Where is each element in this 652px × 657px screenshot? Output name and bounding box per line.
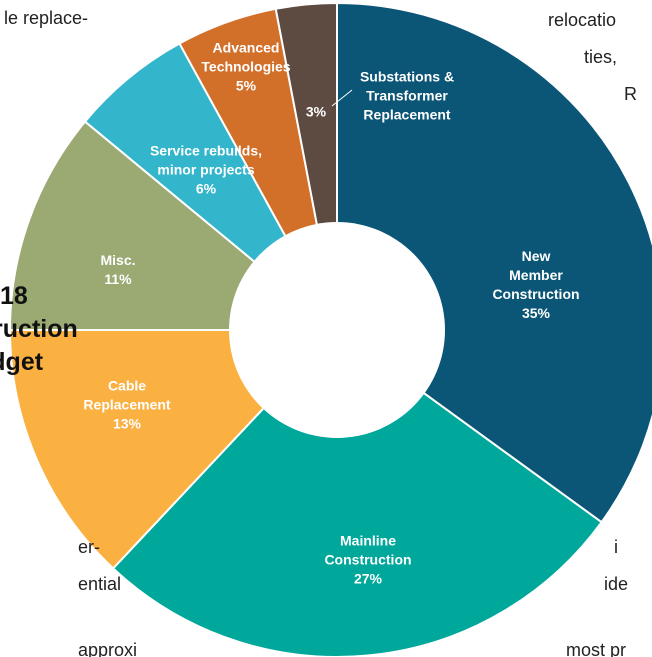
value-label: 35% — [521, 305, 551, 321]
background-text: ide — [604, 574, 629, 594]
slice-label: Substations & Transformer Replacement — [359, 68, 455, 123]
value-label: 3% — [305, 103, 327, 120]
value-label: 27% — [353, 570, 383, 587]
pie-slice — [336, 1, 652, 524]
slice-label: Service rebuilds, minor projects 6% — [149, 142, 263, 197]
center-title: Construction — [0, 315, 78, 343]
background-text: ential — [78, 574, 122, 594]
background-text: relocatio — [548, 10, 617, 30]
slice-label: Cable Replacement 13% — [83, 377, 171, 432]
background-text: le replace- — [4, 8, 89, 28]
background-text: approxi — [78, 640, 138, 657]
pie-slice — [111, 328, 603, 657]
leader-line — [331, 89, 353, 107]
background-text: most pr — [566, 640, 627, 657]
center-title: 2018 — [0, 282, 28, 310]
background-text: i — [614, 537, 618, 557]
value-label: 13% — [112, 415, 142, 432]
slice-label: Advanced Technologies 5% — [201, 39, 291, 94]
slice-label: Mainline Construction 27% — [324, 532, 412, 587]
center-hole — [229, 222, 445, 438]
value-label: 5% — [235, 77, 257, 94]
value-label: 6% — [195, 180, 217, 197]
slice-label: Misc. 11% — [100, 252, 136, 287]
background-text: er- — [78, 537, 100, 557]
center-title: Budget — [0, 348, 44, 376]
background-text: R — [624, 84, 637, 104]
background-text: ties, — [584, 47, 618, 67]
slice-label: New Member Construction 35% — [492, 248, 580, 321]
value-label: 11% — [104, 271, 132, 287]
